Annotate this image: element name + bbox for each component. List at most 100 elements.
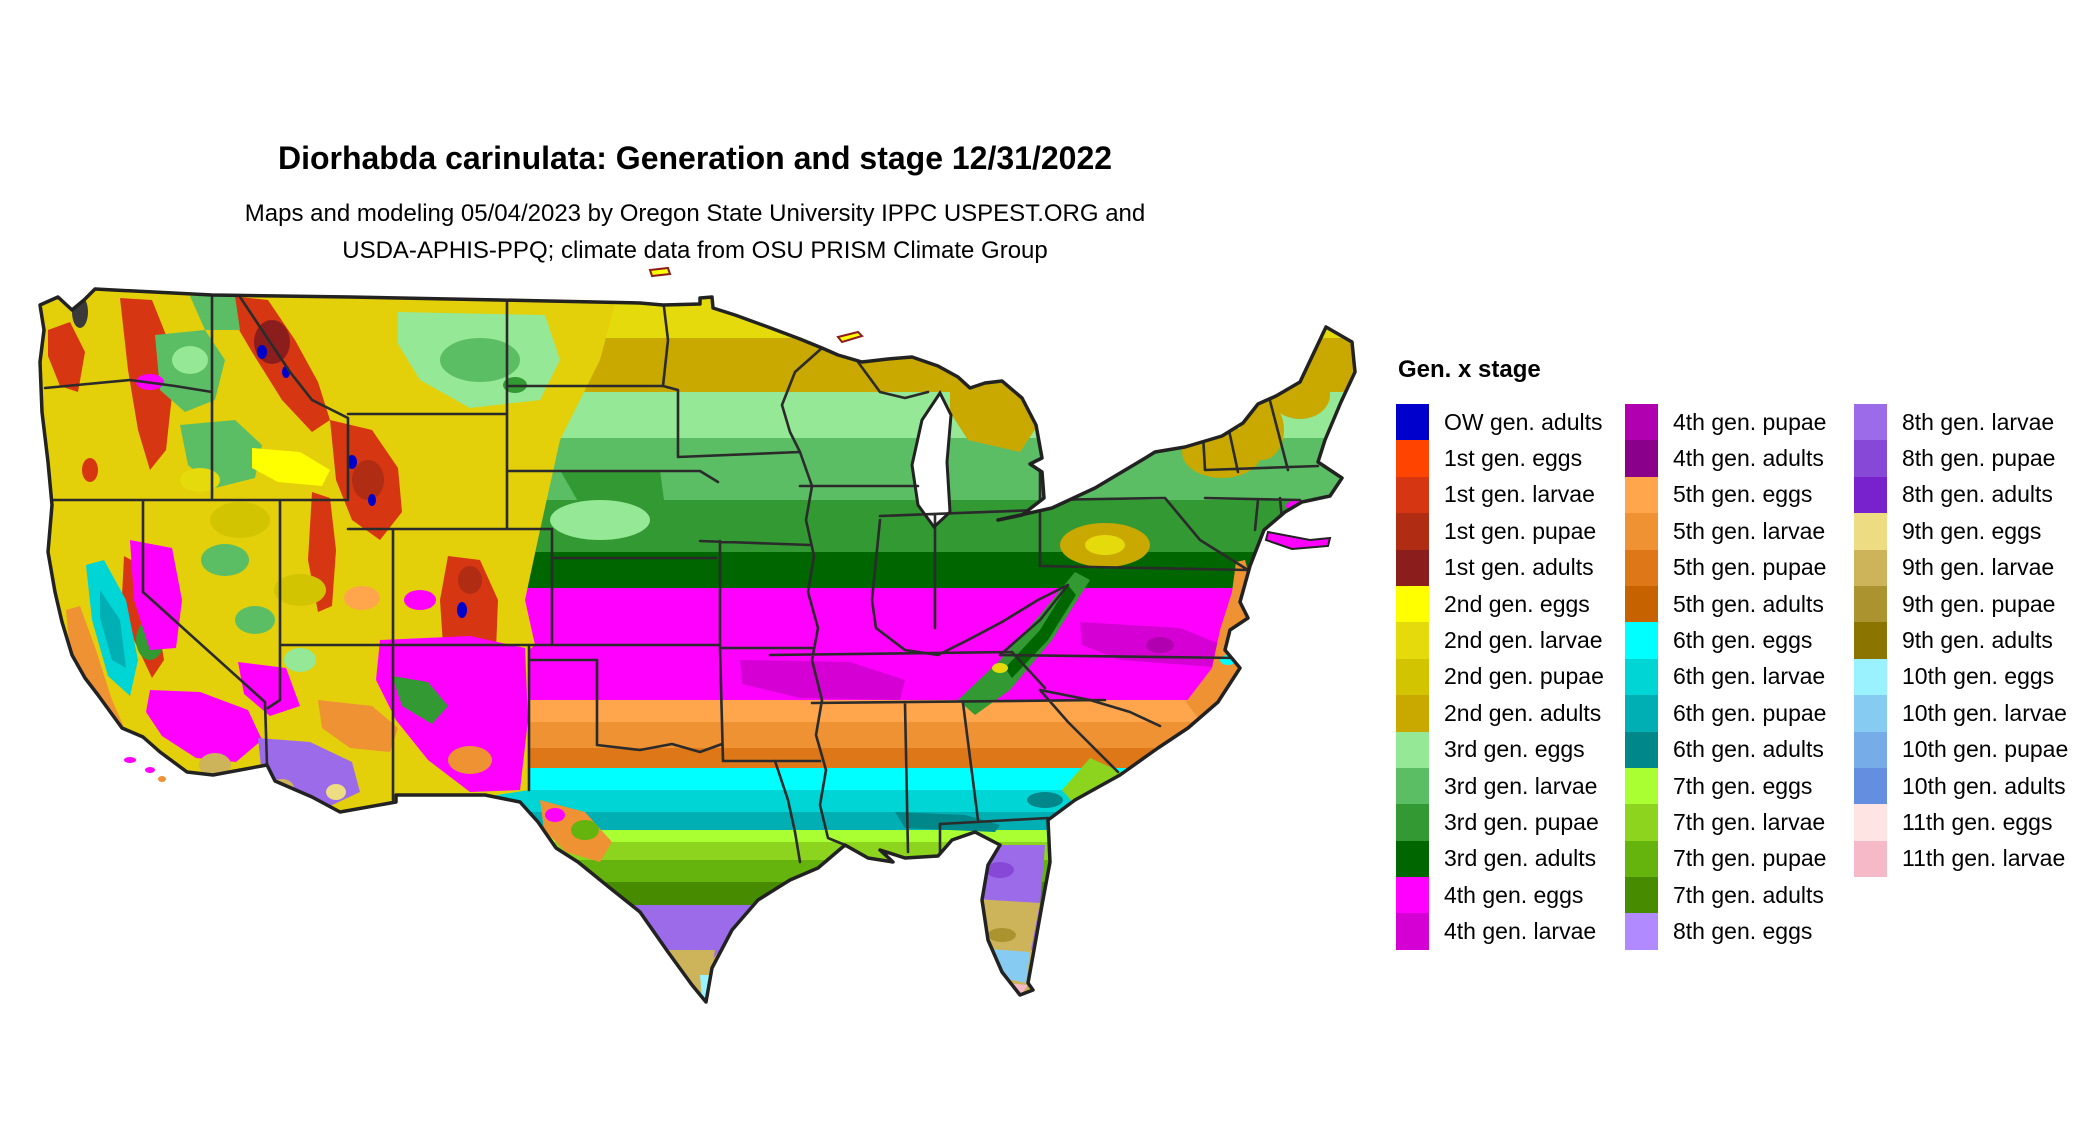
legend-item-label: 4th gen. adults [1673,445,1824,472]
legend-item-label: 4th gen. larvae [1444,918,1597,945]
legend-item-label: 8th gen. adults [1902,481,2053,508]
legend-item-label: 2nd gen. adults [1444,699,1602,726]
legend-item-label: 9th gen. pupae [1902,590,2056,617]
islands [124,266,1332,782]
legend-swatch [1625,513,1658,550]
legend-swatch [1854,476,1887,514]
legend-item-label: 7th gen. larvae [1673,808,1826,835]
header: Diorhabda carinulata: Generation and sta… [0,140,1390,269]
legend-swatch [1396,840,1429,878]
legend-item: 9th gen. eggs [1854,513,2083,550]
legend-swatch [1854,440,1887,477]
legend-item-label: 2nd gen. larvae [1444,627,1603,654]
legend-item-label: 6th gen. adults [1673,736,1824,763]
legend-swatch [1854,404,1887,441]
legend-swatch [1396,913,1429,950]
legend-swatch [1396,549,1429,586]
page-title: Diorhabda carinulata: Generation and sta… [277,140,1113,176]
legend-item: 5th gen. adults [1625,585,1854,623]
legend-swatch [1625,695,1658,732]
legend-item-label: 3rd gen. eggs [1444,736,1585,763]
legend-item: 6th gen. adults [1625,731,1854,768]
legend-column: 8th gen. larvae 8th gen. pupae 8th gen. ad… [1854,404,2083,950]
legend-item-label: 1st gen. pupae [1444,517,1597,544]
subtitle-line-1: Maps and modeling 05/04/2023 by Oregon S… [244,200,1146,227]
legend-swatch [1625,476,1658,514]
legend-item: 6th gen. eggs [1625,622,1854,659]
legend-item: 5th gen. pupae [1625,549,1854,586]
legend-swatch [1396,767,1429,805]
us-outline [38,287,1357,1004]
legend-item-label: 10th gen. eggs [1902,663,2055,690]
legend-swatch [1854,767,1887,805]
legend-item-label: 1st gen. eggs [1444,445,1583,472]
legend-swatch [1396,658,1429,696]
legend-item: 7th gen. adults [1625,877,1854,914]
legend-swatch [1625,804,1658,841]
legend-item: 1st gen. adults [1396,549,1625,586]
legend-swatch [1396,585,1429,623]
legend-swatch [1854,513,1887,550]
legend-item-label: 8th gen. larvae [1902,408,2055,435]
legend-item: 10th gen. adults [1854,767,2083,805]
subtitle-line-2: USDA-APHIS-PPQ; climate data from OSU PR… [342,237,1048,264]
legend-item: 2nd gen. eggs [1396,585,1625,623]
legend-swatch [1625,840,1658,878]
legend-item: 3rd gen. adults [1396,840,1625,878]
legend-item: 7th gen. larvae [1625,804,1854,841]
legend-swatch [1854,695,1887,732]
legend-item-label: 9th gen. eggs [1902,517,2042,544]
legend-item-label: 5th gen. larvae [1673,517,1826,544]
legend-item: 11th gen. eggs [1854,804,2083,841]
legend-item-label: 3rd gen. pupae [1444,808,1599,835]
legend-item-label: 11th gen. eggs [1902,808,2053,835]
legend-item-label: 1st gen. larvae [1444,481,1595,508]
legend-item: 9th gen. adults [1854,622,2083,659]
legend-item-label: 10th gen. adults [1902,772,2066,799]
legend-item-label: 2nd gen. eggs [1444,590,1590,617]
legend-item: 1st gen. eggs [1396,440,1625,477]
legend-item-label: 9th gen. adults [1902,627,2053,654]
legend-item: 4th gen. pupae [1625,404,1854,441]
legend-swatch [1396,440,1429,477]
legend-item-label: 4th gen. pupae [1673,408,1827,435]
legend-column: OW gen. adults 1st gen. eggs 1st gen. larv… [1396,404,1625,950]
legend-item: 5th gen. eggs [1625,476,1854,514]
legend-item: 4th gen. larvae [1396,913,1625,950]
legend-swatch [1625,767,1658,805]
legend-swatch [1625,658,1658,696]
legend-item-label: 2nd gen. pupae [1444,663,1604,690]
legend-swatch [1396,695,1429,732]
legend-item-label: 5th gen. eggs [1673,481,1813,508]
legend-swatch [1854,622,1887,659]
legend-item-label: 7th gen. pupae [1673,845,1827,872]
legend-item: 6th gen. larvae [1625,658,1854,696]
legend-item: 1st gen. pupae [1396,513,1625,550]
legend-item: 6th gen. pupae [1625,695,1854,732]
legend-item: 9th gen. pupae [1854,585,2083,623]
legend-swatch [1396,404,1429,441]
legend-item: 8th gen. pupae [1854,440,2083,477]
legend-item: 3rd gen. larvae [1396,767,1625,805]
legend-item: 10th gen. pupae [1854,731,2083,768]
legend-swatch [1625,622,1658,659]
legend-item-label: 10th gen. larvae [1902,699,2067,726]
legend-item-label: 7th gen. eggs [1673,772,1813,799]
legend-swatch [1396,513,1429,550]
legend-swatch [1625,877,1658,914]
legend-swatch [1396,877,1429,914]
legend-swatch [1396,476,1429,514]
legend-column: 4th gen. pupae 4th gen. adults 5th gen. eg… [1625,404,1854,950]
legend-item-label: 4th gen. eggs [1444,881,1584,908]
legend-swatch [1854,585,1887,623]
legend-item-label: OW gen. adults [1444,408,1603,435]
legend-item: 2nd gen. pupae [1396,658,1625,696]
legend-item-label: 1st gen. adults [1444,554,1594,581]
legend-swatch [1396,804,1429,841]
legend-swatch [1854,549,1887,586]
legend-swatch [1854,840,1887,878]
legend-item: 8th gen. eggs [1625,913,1854,950]
legend-item-label: 6th gen. eggs [1673,627,1813,654]
